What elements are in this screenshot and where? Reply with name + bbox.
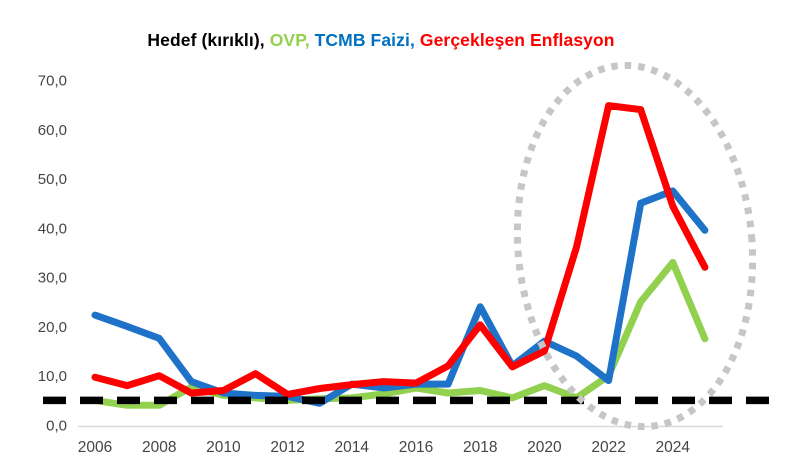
y-axis-label: 60,0 (38, 122, 67, 139)
y-axis-label: 30,0 (38, 270, 67, 287)
y-axis-label: 40,0 (38, 220, 67, 237)
x-axis-label: 2008 (142, 439, 176, 456)
series-line-tcmb-faizi (91, 187, 709, 407)
x-axis-label: 2024 (656, 439, 691, 456)
x-axis-label: 2006 (78, 439, 112, 456)
title-part: TCMB Faizi, (314, 30, 420, 50)
y-axis-label: 0,0 (46, 418, 67, 435)
title-part: Gerçekleşen Enflasyon (419, 30, 615, 50)
x-axis-label: 2022 (591, 439, 625, 456)
chart-title: Hedef (kırıklı), OVP, TCMB Faizi, Gerçek… (0, 30, 762, 51)
y-axis-label: 70,0 (38, 73, 67, 90)
series-line-gerceklesen-enflasyon (91, 102, 709, 398)
title-part: Hedef (kırıklı), (147, 30, 270, 50)
x-axis-label: 2012 (270, 439, 304, 456)
title-part: OVP, (269, 30, 315, 50)
x-axis-label: 2016 (399, 439, 433, 456)
x-axis-label: 2020 (527, 439, 562, 456)
y-axis-label: 50,0 (38, 171, 67, 188)
y-axis-label: 20,0 (38, 319, 67, 336)
highlight-ellipse (513, 61, 757, 431)
y-axis-label: 10,0 (38, 368, 67, 385)
x-axis-label: 2018 (463, 439, 497, 456)
x-axis-label: 2014 (335, 439, 370, 456)
x-axis-label: 2010 (206, 439, 241, 456)
